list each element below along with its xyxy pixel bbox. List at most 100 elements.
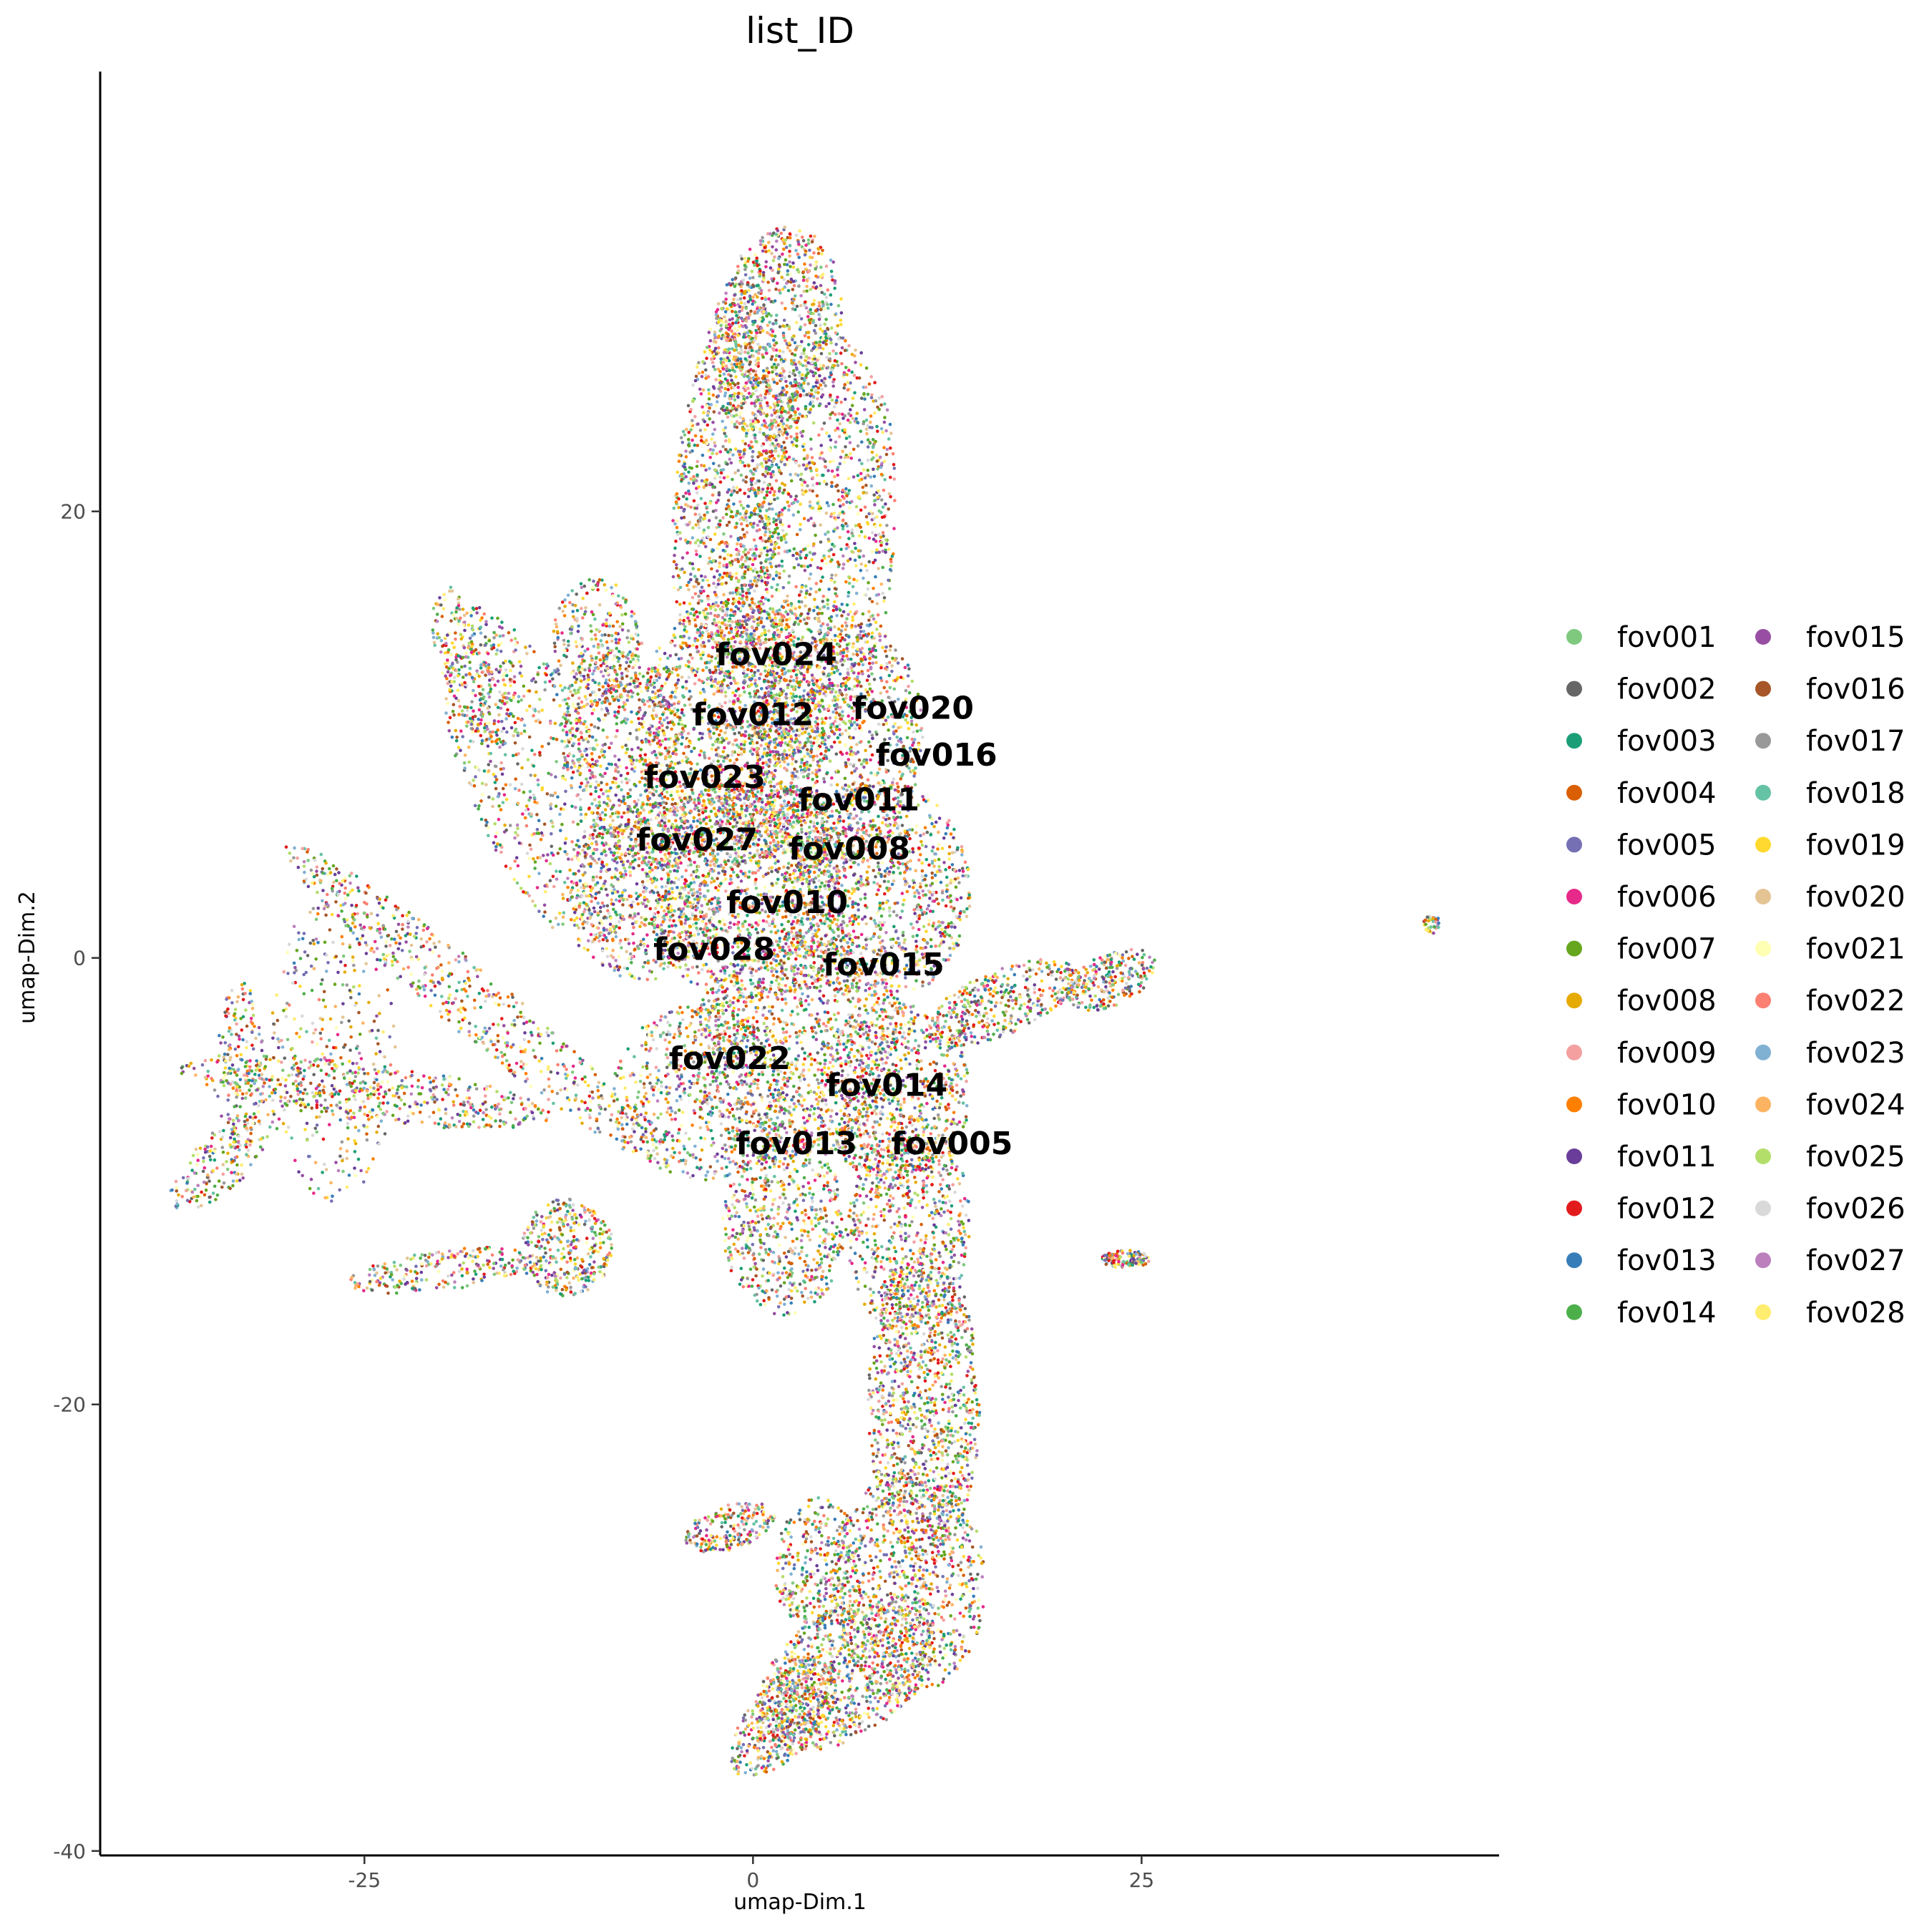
scatter-point bbox=[816, 251, 821, 255]
scatter-point bbox=[778, 469, 781, 472]
scatter-point bbox=[854, 348, 857, 352]
scatter-point bbox=[752, 522, 756, 525]
scatter-point bbox=[750, 597, 754, 601]
scatter-point bbox=[831, 698, 835, 703]
scatter-point bbox=[701, 360, 705, 364]
scatter-point bbox=[711, 645, 715, 650]
scatter-point bbox=[679, 436, 683, 440]
scatter-point bbox=[744, 480, 748, 484]
scatter-point bbox=[741, 363, 745, 366]
scatter-point bbox=[733, 525, 737, 530]
scatter-point bbox=[853, 542, 857, 545]
scatter-point bbox=[852, 475, 856, 479]
scatter-point bbox=[718, 389, 723, 393]
scatter-point bbox=[763, 496, 766, 500]
scatter-point bbox=[686, 616, 690, 620]
scatter-point bbox=[747, 369, 751, 373]
scatter-point bbox=[658, 811, 662, 815]
scatter-point bbox=[715, 316, 718, 321]
scatter-point bbox=[784, 245, 789, 250]
scatter-point bbox=[736, 623, 740, 627]
scatter-point bbox=[686, 523, 690, 527]
scatter-point bbox=[726, 415, 730, 419]
scatter-point bbox=[729, 374, 733, 378]
scatter-point bbox=[773, 255, 776, 259]
scatter-point bbox=[854, 504, 859, 509]
scatter-point bbox=[827, 704, 831, 708]
scatter-point bbox=[781, 738, 784, 741]
scatter-point bbox=[679, 505, 683, 509]
scatter-point bbox=[749, 422, 753, 426]
scatter-point bbox=[762, 500, 766, 504]
scatter-point bbox=[781, 386, 785, 390]
scatter-point bbox=[771, 535, 774, 539]
scatter-point bbox=[781, 366, 784, 371]
scatter-point bbox=[705, 505, 709, 509]
scatter-point bbox=[890, 669, 894, 673]
scatter-point bbox=[716, 654, 720, 658]
scatter-point bbox=[771, 377, 775, 381]
scatter-point bbox=[809, 587, 813, 591]
scatter-point bbox=[699, 497, 703, 500]
scatter-point bbox=[867, 581, 870, 585]
scatter-point bbox=[725, 512, 728, 517]
scatter-point bbox=[777, 288, 781, 293]
scatter-point bbox=[726, 332, 730, 336]
scatter-point bbox=[854, 546, 857, 550]
scatter-point bbox=[673, 695, 677, 699]
scatter-point bbox=[765, 553, 769, 557]
scatter-point bbox=[799, 765, 803, 769]
scatter-point bbox=[643, 753, 648, 757]
scatter-point bbox=[713, 368, 717, 371]
scatter-point bbox=[711, 393, 716, 397]
scatter-point bbox=[791, 820, 796, 824]
scatter-point bbox=[819, 275, 823, 278]
scatter-point bbox=[882, 488, 886, 492]
scatter-point bbox=[776, 268, 781, 271]
scatter-point bbox=[751, 547, 755, 551]
scatter-point bbox=[804, 364, 808, 368]
scatter-point bbox=[743, 384, 747, 389]
scatter-point bbox=[759, 570, 763, 573]
scatter-point bbox=[683, 433, 687, 437]
scatter-point bbox=[767, 758, 771, 762]
scatter-point bbox=[675, 492, 679, 496]
scatter-point bbox=[707, 331, 711, 334]
scatter-point bbox=[722, 476, 726, 480]
scatter-point bbox=[721, 468, 726, 472]
scatter-point bbox=[773, 419, 776, 423]
scatter-point bbox=[814, 361, 817, 366]
scatter-point bbox=[700, 375, 704, 379]
scatter-point bbox=[866, 459, 870, 462]
scatter-point bbox=[773, 552, 777, 556]
scatter-point bbox=[855, 411, 859, 415]
scatter-point bbox=[782, 441, 786, 444]
scatter-point bbox=[707, 654, 711, 658]
scatter-point bbox=[855, 376, 859, 380]
scatter-point bbox=[710, 567, 713, 571]
scatter-point bbox=[814, 366, 819, 371]
scatter-point bbox=[777, 545, 781, 550]
scatter-point bbox=[799, 386, 802, 390]
scatter-point bbox=[843, 383, 847, 386]
scatter-point bbox=[755, 284, 759, 288]
scatter-point bbox=[789, 472, 792, 477]
scatter-point bbox=[769, 562, 773, 566]
scatter-point bbox=[735, 547, 738, 552]
scatter-point bbox=[821, 300, 824, 304]
scatter-point bbox=[705, 404, 709, 408]
scatter-point bbox=[800, 434, 804, 438]
scatter-point bbox=[745, 424, 749, 428]
scatter-point bbox=[733, 598, 738, 602]
scatter-point bbox=[842, 386, 846, 390]
scatter-point bbox=[670, 727, 673, 731]
scatter-point bbox=[758, 394, 763, 397]
scatter-point bbox=[751, 296, 755, 299]
scatter-point bbox=[808, 488, 812, 492]
chart-title: list_ID bbox=[746, 10, 854, 52]
scatter-point bbox=[807, 768, 811, 771]
scatter-point bbox=[673, 644, 677, 648]
scatter-point bbox=[713, 441, 716, 445]
scatter-point bbox=[718, 561, 721, 565]
scatter-point bbox=[816, 391, 820, 395]
